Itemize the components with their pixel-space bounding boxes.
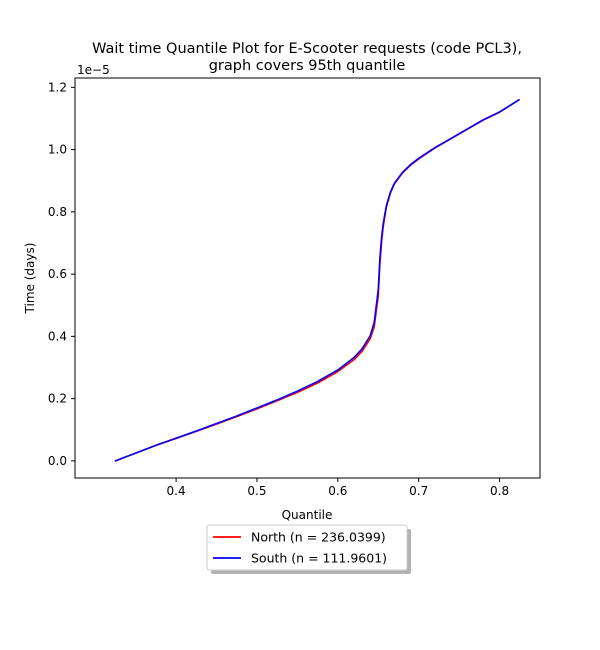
chart-title-line-1: Wait time Quantile Plot for E-Scooter re…	[92, 41, 522, 57]
legend-entries: North (n = 236.0399) South (n = 111.9601)	[213, 530, 387, 566]
series-layer	[114, 98, 520, 462]
legend-label-2: South (n = 111.9601)	[251, 551, 387, 566]
y-axis-label: Time (days)	[23, 243, 37, 315]
ticks-layer: 0.4 0.5 0.6 0.7 0.8 0.0 0.2 0.4 0.6 0.8 1.0 1.2	[48, 80, 509, 498]
series-line-1	[114, 98, 520, 462]
x-tick-label: 0.7	[409, 484, 428, 498]
legend-box	[206, 524, 408, 571]
y-tick-label: 0.4	[48, 329, 67, 343]
y-tick-label: 0.2	[48, 392, 67, 406]
y-tick-label: 1.2	[48, 80, 67, 94]
x-tick-label: 0.6	[328, 484, 347, 498]
y-offset-label: 1e−5	[77, 63, 110, 77]
x-tick-label: 0.4	[167, 484, 186, 498]
legend-label-1: North (n = 236.0399)	[251, 530, 386, 545]
legend: North (n = 236.0399) South (n = 111.9601)	[206, 524, 411, 574]
x-tick-label: 0.8	[490, 484, 509, 498]
chart-title-line-2: graph covers 95th quantile	[209, 58, 406, 74]
y-tick-label: 0.0	[48, 454, 67, 468]
series-line-2	[114, 98, 520, 462]
x-axis-label: Quantile	[282, 508, 333, 522]
y-tick-label: 1.0	[48, 143, 67, 157]
x-tick-label: 0.5	[247, 484, 266, 498]
y-tick-label: 0.8	[48, 205, 67, 219]
y-tick-label: 0.6	[48, 267, 67, 281]
plot-frame	[74, 77, 541, 479]
